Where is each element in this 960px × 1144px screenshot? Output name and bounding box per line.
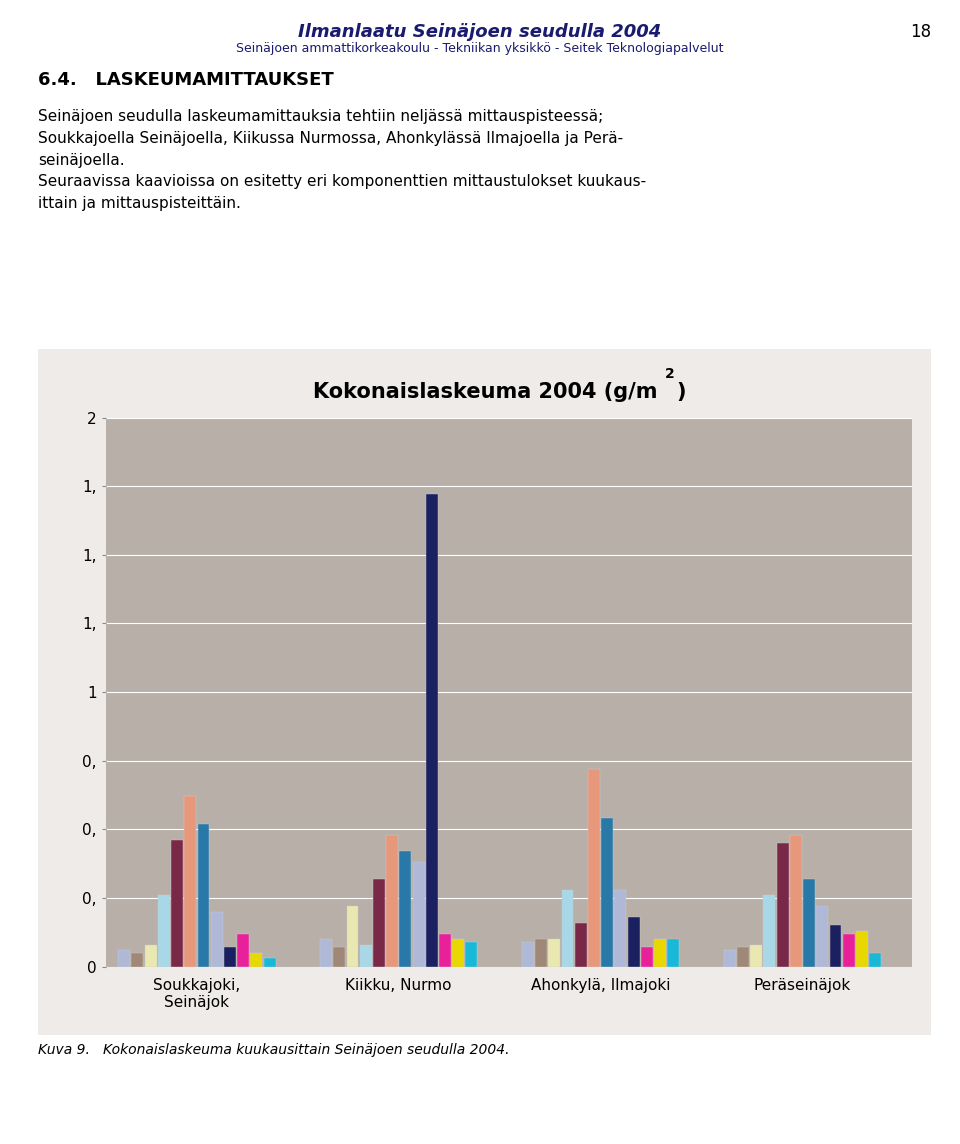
Bar — [386, 835, 398, 967]
Text: 6.4.   LASKEUMAMITTAUKSET: 6.4. LASKEUMAMITTAUKSET — [38, 71, 334, 89]
Bar — [628, 917, 639, 967]
Bar — [790, 835, 802, 967]
Bar — [158, 896, 170, 967]
Text: Seuraavissa kaavioissa on esitetty eri komponenttien mittaustulokset kuukaus-
it: Seuraavissa kaavioissa on esitetty eri k… — [38, 174, 646, 212]
Bar — [399, 851, 411, 967]
Bar — [522, 942, 534, 967]
Bar — [614, 890, 626, 967]
Bar — [588, 769, 600, 967]
Bar — [251, 953, 262, 967]
Bar — [737, 947, 749, 967]
Bar — [264, 959, 276, 967]
FancyBboxPatch shape — [34, 345, 936, 1039]
Bar — [575, 923, 587, 967]
Bar — [724, 951, 735, 967]
Bar — [360, 945, 372, 967]
Bar — [601, 818, 613, 967]
Bar — [145, 945, 156, 967]
Bar — [750, 945, 762, 967]
Text: ): ) — [677, 382, 686, 403]
Bar — [171, 841, 183, 967]
Bar — [184, 796, 196, 967]
Text: 18: 18 — [910, 23, 931, 41]
Bar — [869, 953, 881, 967]
Bar — [439, 934, 451, 967]
Bar — [829, 925, 841, 967]
Bar — [224, 947, 236, 967]
Text: Seinäjoen seudulla laskeumamittauksia tehtiin neljässä mittauspisteessä;
Soukkaj: Seinäjoen seudulla laskeumamittauksia te… — [38, 109, 624, 168]
Text: 2: 2 — [665, 367, 675, 381]
Bar — [843, 934, 854, 967]
Bar — [320, 939, 332, 967]
Bar — [654, 939, 666, 967]
Bar — [373, 879, 385, 967]
Bar — [198, 824, 209, 967]
Bar — [535, 939, 547, 967]
Bar — [347, 906, 358, 967]
Bar — [132, 953, 143, 967]
Bar — [118, 951, 131, 967]
Bar — [777, 843, 788, 967]
Text: Seinäjoen ammattikorkeakoulu - Tekniikan yksikkö - Seitek Teknologiapalvelut: Seinäjoen ammattikorkeakoulu - Tekniikan… — [236, 42, 724, 55]
Bar — [452, 939, 465, 967]
Bar — [667, 939, 680, 967]
Bar — [856, 931, 868, 967]
Bar — [804, 879, 815, 967]
Bar — [426, 494, 438, 967]
Bar — [333, 947, 346, 967]
Text: Kuva 9.   Kokonaislaskeuma kuukausittain Seinäjoen seudulla 2004.: Kuva 9. Kokonaislaskeuma kuukausittain S… — [38, 1043, 510, 1057]
Bar — [466, 942, 477, 967]
Bar — [562, 890, 573, 967]
Text: Kokonaislaskeuma 2004 (g/m: Kokonaislaskeuma 2004 (g/m — [313, 382, 657, 403]
Bar — [548, 939, 561, 967]
Bar — [641, 947, 653, 967]
Bar — [816, 906, 828, 967]
Bar — [413, 863, 424, 967]
Bar — [211, 912, 223, 967]
Bar — [763, 896, 776, 967]
Bar — [237, 934, 249, 967]
Text: Ilmanlaatu Seinäjoen seudulla 2004: Ilmanlaatu Seinäjoen seudulla 2004 — [299, 23, 661, 41]
